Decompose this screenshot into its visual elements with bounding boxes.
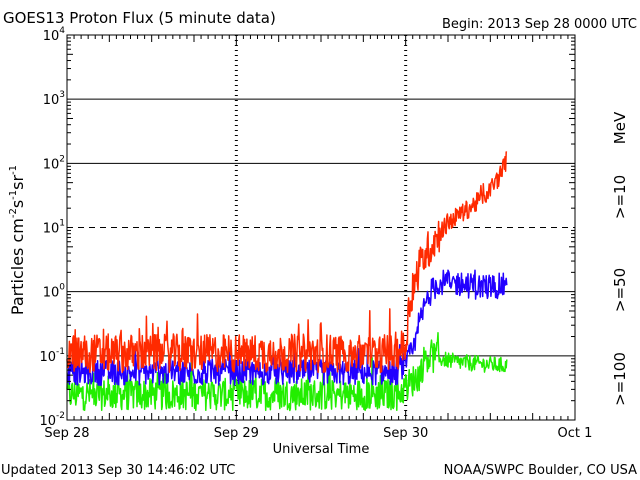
source-credit: NOAA/SWPC Boulder, CO USA	[444, 463, 637, 478]
updated-timestamp: Updated 2013 Sep 30 14:46:02 UTC	[1, 463, 235, 478]
begin-label: Begin: 2013 Sep 28 0000 UTC	[442, 17, 637, 32]
x-tick-label: Sep 28	[44, 426, 89, 441]
legend-ge10: >=10	[611, 175, 629, 219]
x-axis-ticks: Sep 28 Sep 29 Sep 30 Oct 1	[44, 35, 592, 441]
y-axis-ticks: 10-2 10-1 100 101 102 103 104	[39, 26, 575, 429]
series-line-0	[66, 151, 508, 374]
y-tick-label: 10-1	[39, 347, 65, 365]
legend-ge50: >=50	[611, 268, 629, 312]
y-tick-label: 10-2	[39, 411, 65, 429]
x-axis-label: Universal Time	[273, 442, 370, 457]
y-tick-label: 102	[43, 154, 65, 172]
x-tick-label: Sep 30	[383, 426, 428, 441]
chart-title: GOES13 Proton Flux (5 minute data)	[3, 9, 276, 27]
y-tick-label: 101	[43, 219, 65, 237]
gridlines	[67, 98, 575, 357]
unit-label: MeV	[611, 111, 629, 144]
y-tick-label: 104	[43, 26, 66, 44]
series-line-2	[66, 332, 508, 412]
legend-ge100: >=100	[611, 352, 629, 406]
series-layer	[66, 151, 508, 412]
x-tick-label: Oct 1	[558, 426, 593, 441]
x-tick-label: Sep 29	[214, 426, 259, 441]
y-tick-label: 103	[43, 90, 65, 108]
y-axis-label: Particles cm-2s-1sr-1	[8, 165, 27, 315]
y-tick-label: 100	[43, 283, 66, 301]
